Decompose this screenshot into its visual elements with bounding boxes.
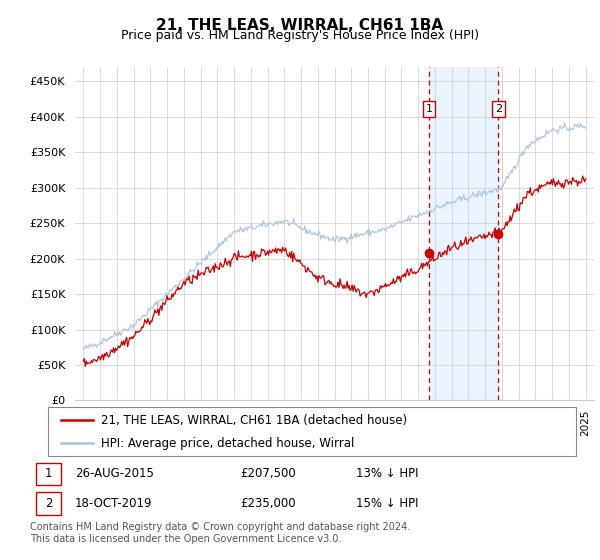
FancyBboxPatch shape bbox=[48, 407, 576, 456]
Text: 15% ↓ HPI: 15% ↓ HPI bbox=[356, 497, 419, 510]
Text: Contains HM Land Registry data © Crown copyright and database right 2024.
This d: Contains HM Land Registry data © Crown c… bbox=[30, 522, 410, 544]
Text: £207,500: £207,500 bbox=[240, 468, 296, 480]
Text: 1: 1 bbox=[425, 104, 433, 114]
Text: 26-AUG-2015: 26-AUG-2015 bbox=[74, 468, 154, 480]
FancyBboxPatch shape bbox=[36, 463, 61, 485]
Text: 2: 2 bbox=[44, 497, 52, 510]
Text: Price paid vs. HM Land Registry's House Price Index (HPI): Price paid vs. HM Land Registry's House … bbox=[121, 29, 479, 42]
Text: 1: 1 bbox=[44, 468, 52, 480]
Text: 13% ↓ HPI: 13% ↓ HPI bbox=[356, 468, 419, 480]
Text: 21, THE LEAS, WIRRAL, CH61 1BA (detached house): 21, THE LEAS, WIRRAL, CH61 1BA (detached… bbox=[101, 414, 407, 427]
Text: 18-OCT-2019: 18-OCT-2019 bbox=[74, 497, 152, 510]
Bar bbox=[429, 67, 499, 400]
FancyBboxPatch shape bbox=[36, 492, 61, 515]
Text: 2: 2 bbox=[495, 104, 502, 114]
Text: £235,000: £235,000 bbox=[240, 497, 296, 510]
Text: HPI: Average price, detached house, Wirral: HPI: Average price, detached house, Wirr… bbox=[101, 437, 354, 450]
Text: 21, THE LEAS, WIRRAL, CH61 1BA: 21, THE LEAS, WIRRAL, CH61 1BA bbox=[157, 18, 443, 33]
